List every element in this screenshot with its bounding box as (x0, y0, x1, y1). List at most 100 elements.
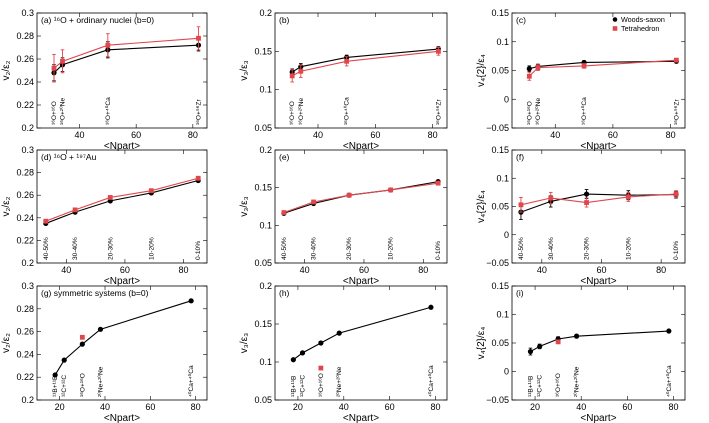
x-axis-label: <Npart> (343, 276, 379, 287)
y-tick-label: 0.22 (16, 235, 34, 245)
series-line (291, 48, 439, 73)
x-axis-label: <Npart> (343, 141, 379, 152)
point-annotation: ¹⁶O+²⁰Ne (534, 98, 542, 125)
plot-frame (36, 149, 208, 264)
y-tick-label: 0.1 (259, 220, 272, 230)
y-tick-label: 0.22 (16, 372, 34, 382)
y-axis-label: v₂/ε₂ (1, 333, 12, 353)
point-annotation: ¹⁶O+⁴⁰Ca (580, 97, 588, 125)
data-point (625, 194, 631, 200)
y-tick-label: 0.28 (16, 31, 34, 41)
x-axis-label: <Npart> (580, 413, 616, 423)
series-line (520, 193, 677, 213)
data-point (435, 180, 441, 186)
point-annotation: ¹²C+¹²C (537, 375, 544, 397)
y-tick-label: 0.24 (16, 77, 34, 87)
data-point (548, 195, 554, 201)
data-point (583, 191, 590, 197)
y-tick-label: 0.2 (259, 8, 272, 18)
y-tick-label: 0.1 (259, 357, 272, 367)
y-tick-label: 0.15 (254, 46, 272, 56)
data-point (79, 341, 85, 347)
x-tick-label: 80 (666, 130, 676, 140)
series-tetrahedron (518, 190, 679, 213)
series-woods-saxon (51, 39, 202, 82)
x-tick-label: 20 (293, 402, 303, 412)
series-tetrahedron (51, 26, 201, 83)
x-tick-label: 40 (74, 130, 84, 140)
x-axis-label: <Npart> (343, 413, 379, 423)
data-point (673, 57, 679, 63)
x-tick-label: 40 (339, 402, 349, 412)
data-point (346, 192, 352, 198)
plot-frame (274, 149, 448, 264)
plot-frame (36, 285, 208, 401)
data-point (43, 218, 49, 224)
point-annotation: ²⁰Ne+²⁰Ne (96, 366, 104, 397)
y-tick-label: 0 (504, 367, 509, 377)
y-axis-label: v₄{2}/ε₄ (476, 54, 487, 87)
x-tick-label: 60 (359, 265, 369, 275)
data-point (188, 298, 194, 304)
series-woods-saxon (281, 179, 441, 216)
point-annotation: ¹⁶O+¹⁶O (79, 373, 86, 397)
y-axis-label: v₂/ε₂ (1, 196, 12, 216)
point-annotation: ⁴⁰Ca+⁴⁰Ca (187, 365, 195, 397)
x-tick-label: 60 (596, 265, 606, 275)
y-tick-label: −0.05 (486, 395, 509, 405)
data-point (673, 191, 679, 197)
series-line (291, 50, 439, 77)
panel-d: 0.2 0.22 0.24 0.26 0.28 0.3 40 60 80 <Npart> v₂/ε₂… (1, 145, 208, 287)
data-point (289, 73, 295, 79)
x-tick-label: 80 (431, 402, 441, 412)
x-tick-label: 40 (576, 402, 586, 412)
data-point (195, 175, 201, 181)
series-line (283, 182, 439, 214)
series-tetrahedron (526, 57, 679, 81)
point-annotation: 0-10% (195, 241, 202, 260)
y-tick-label: −0.05 (486, 258, 509, 268)
data-point (72, 207, 78, 213)
data-point (535, 65, 541, 71)
plot-frame (274, 12, 448, 129)
data-point (196, 35, 201, 41)
x-axis-label: <Npart> (104, 276, 140, 287)
y-tick-label: 0.05 (491, 202, 509, 212)
series-line (529, 60, 677, 70)
x-tick-label: 40 (313, 130, 323, 140)
x-tick-label: 80 (656, 265, 666, 275)
series-line (528, 59, 677, 77)
series-woods-saxon (289, 46, 441, 76)
data-point (388, 187, 394, 193)
series-tetrahedron (318, 365, 324, 371)
series-line (54, 300, 192, 376)
point-annotation: ¹⁶O+⁹⁶Zr (435, 99, 442, 125)
y-tick-label: 0.3 (21, 281, 34, 291)
point-annotation: ¹²C+¹²C (300, 375, 307, 397)
y-tick-label: 0 (504, 230, 509, 240)
data-point (318, 340, 324, 346)
y-tick-label: 0.05 (491, 66, 509, 76)
x-tick-label: 20 (530, 402, 540, 412)
point-annotation: 10-20% (625, 237, 632, 260)
x-tick-label: 20 (55, 402, 65, 412)
panel-title: (a) ¹⁶O + ordinary nuclei (b=0) (41, 15, 154, 25)
data-point (79, 334, 85, 340)
plot-frame (36, 12, 208, 129)
data-point (518, 202, 524, 208)
y-tick-label: 0.05 (254, 258, 272, 268)
legend-entry: Woods-saxon (621, 15, 665, 24)
x-tick-label: 60 (145, 402, 155, 412)
panel-title: (b) (279, 15, 290, 25)
x-tick-label: 80 (418, 265, 428, 275)
series-woods-saxon (518, 189, 679, 220)
x-tick-label: 80 (668, 402, 678, 412)
data-point (61, 357, 67, 363)
y-tick-label: 0.15 (491, 281, 509, 291)
data-point (537, 343, 543, 350)
panel-i: −0.05 0 0.05 0.1 0.15 20 40 60 80 <Npart> v₄{2}/ε₄… (476, 281, 686, 423)
point-annotation: ¹⁶O+¹⁶O (526, 101, 533, 125)
x-tick-label: 60 (622, 402, 632, 412)
panel-h: 0.05 0.1 0.15 0.2 20 40 60 80 <Npart> v₃/ε₃ (h) ¹¹B… (239, 281, 448, 423)
data-point (51, 65, 57, 71)
